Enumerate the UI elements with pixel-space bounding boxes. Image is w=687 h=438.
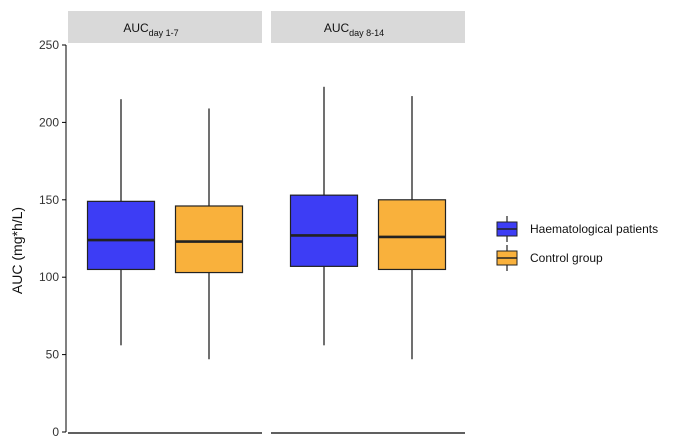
y-tick-label: 200 <box>39 115 59 129</box>
facet-strips: AUCday 1-7 AUCday 8-14 <box>68 11 465 43</box>
facet-strip-label: AUCday 1-7 <box>123 21 178 38</box>
box-haematological-panel-1 <box>86 99 156 346</box>
box-iqr <box>174 205 244 274</box>
y-ticks: 0 50 100 150 200 250 <box>39 38 66 438</box>
facet-label-sub: day 1-7 <box>149 28 179 38</box>
y-tick-label: 250 <box>39 38 59 52</box>
legend-label: Control group <box>530 251 603 265</box>
facet-label-main: AUC <box>324 21 350 35</box>
box-haematological-panel-2 <box>289 86 359 346</box>
legend-key <box>496 245 518 271</box>
legend-key <box>496 216 518 242</box>
y-tick-label: 100 <box>39 270 59 284</box>
box-control-panel-2 <box>377 96 447 360</box>
box-iqr <box>86 200 156 271</box>
y-tick-label: 50 <box>46 348 60 362</box>
facet-strip-label: AUCday 8-14 <box>324 21 384 38</box>
facet-label-main: AUC <box>123 21 149 35</box>
y-axis: 0 50 100 150 200 250 <box>39 38 67 438</box>
box-iqr <box>289 194 359 267</box>
legend: Haematological patients Control group <box>496 216 658 271</box>
facet-strip <box>271 11 465 43</box>
box-iqr <box>377 199 447 271</box>
y-axis-title: AUC (mg*h/L) <box>9 207 25 294</box>
box-control-panel-1 <box>174 108 244 360</box>
boxes <box>86 86 447 360</box>
y-tick-label: 150 <box>39 193 59 207</box>
y-tick-label: 0 <box>52 425 59 438</box>
facet-label-sub: day 8-14 <box>349 28 384 38</box>
legend-label: Haematological patients <box>530 222 658 236</box>
facet-strip <box>68 11 262 43</box>
